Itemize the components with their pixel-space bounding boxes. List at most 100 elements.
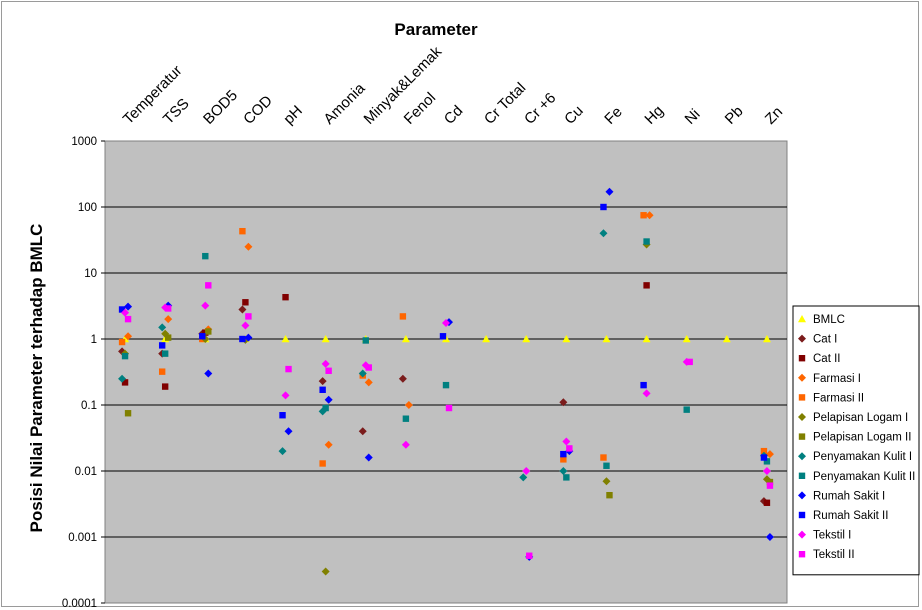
data-point-tekstil-ii — [566, 445, 573, 452]
data-point-tekstil-i — [522, 467, 531, 475]
data-point-rumah-sakit-ii — [640, 381, 647, 389]
data-point-tekstil-ii — [445, 404, 453, 412]
y-tick-label: 1 — [91, 334, 97, 346]
data-point-pelapisan-logam-ii — [606, 491, 613, 499]
legend-marker — [798, 452, 806, 461]
data-point-cat-ii — [282, 293, 289, 301]
data-point-tekstil-i — [201, 301, 210, 310]
data-point-penyamakan-kulit-ii — [763, 458, 771, 465]
category-label: Cr +6 — [521, 90, 559, 128]
data-point-rumah-sakit-i — [324, 395, 333, 404]
data-point-farmasi-ii — [158, 368, 166, 375]
data-point-cat-i — [398, 374, 407, 383]
data-point-penyamakan-kulit-i — [118, 374, 127, 383]
data-point-farmasi-i — [765, 450, 774, 459]
y-tick-label: 0.001 — [68, 532, 97, 544]
legend-marker — [798, 472, 806, 479]
data-point-rumah-sakit-ii — [279, 412, 286, 419]
legend-entry: BMLC — [813, 314, 845, 326]
data-point-farmasi-ii — [319, 460, 326, 467]
data-point-rumah-sakit-ii — [600, 203, 607, 211]
legend-entry: Rumah Sakit II — [813, 510, 888, 522]
data-point-tekstil-ii — [124, 315, 132, 323]
data-point-penyamakan-kulit-ii — [603, 462, 610, 469]
category-label: Cr Total — [481, 79, 529, 127]
legend-entry: Pelapisan Logam I — [813, 412, 908, 424]
data-point-bmlc — [482, 335, 491, 343]
data-point-cat-ii — [763, 499, 771, 506]
category-label: Pb — [722, 103, 747, 128]
data-point-farmasi-ii — [239, 227, 246, 235]
category-label: BOD5 — [200, 87, 241, 128]
data-point-rumah-sakit-i — [124, 302, 133, 311]
data-point-tekstil-ii — [686, 358, 693, 366]
data-point-cat-ii — [161, 383, 169, 390]
legend-entry: Cat II — [813, 353, 840, 365]
legend-box — [792, 305, 920, 576]
category-label: pH — [280, 102, 306, 128]
data-point-pelapisan-logam-ii — [124, 410, 132, 417]
data-point-bmlc — [562, 335, 571, 343]
data-point-cat-i — [358, 427, 367, 436]
data-point-penyamakan-kulit-ii — [563, 474, 570, 481]
data-point-penyamakan-kulit-ii — [643, 238, 650, 245]
data-point-farmasi-ii — [399, 313, 407, 320]
data-point-bmlc — [321, 335, 330, 343]
data-point-rumah-sakit-ii — [239, 335, 246, 343]
data-point-rumah-sakit-ii — [760, 454, 768, 461]
y-tick-label: 10 — [84, 268, 97, 280]
legend-entry: Pelapisan Logam II — [813, 432, 911, 444]
data-point-tekstil-ii — [766, 482, 774, 489]
data-point-tekstil-i — [321, 359, 330, 368]
category-label: Zn — [762, 103, 786, 127]
legend: BMLC Cat I Cat II Farmasi I Farmasi II Pelapi… — [792, 305, 920, 576]
data-point-farmasi-ii — [118, 338, 126, 346]
data-point-rumah-sakit-ii — [560, 450, 567, 458]
category-label: Cd — [441, 102, 467, 128]
data-point-farmasi-ii — [600, 454, 607, 461]
y-tick-label: 0.01 — [75, 466, 97, 478]
chart-title: Parameter — [394, 20, 478, 39]
data-point-tekstil-ii — [285, 365, 292, 373]
category-label: Ni — [682, 106, 704, 128]
data-point-tekstil-i — [562, 437, 571, 446]
data-point-tekstil-i — [642, 389, 651, 398]
legend-marker — [798, 334, 806, 343]
legend-marker — [798, 551, 806, 558]
data-point-farmasi-ii — [560, 456, 567, 463]
data-point-tekstil-i — [762, 467, 771, 475]
data-point-penyamakan-kulit-ii — [322, 404, 329, 412]
legend-marker — [798, 413, 806, 421]
data-point-penyamakan-kulit-ii — [121, 352, 129, 360]
legend-marker — [798, 433, 806, 440]
plot-area: 10001001010.10.010.0010.0001TemperaturTS… — [62, 43, 788, 610]
category-label: Cu — [561, 102, 587, 128]
data-point-farmasi-ii — [640, 212, 647, 219]
legend-marker — [798, 394, 806, 401]
data-point-rumah-sakit-ii — [439, 333, 447, 340]
data-point-tekstil-ii — [205, 282, 212, 289]
y-tick-label: 100 — [78, 202, 97, 214]
data-point-farmasi-i — [364, 378, 373, 387]
data-point-tekstil-i — [281, 391, 290, 400]
data-point-penyamakan-kulit-i — [599, 229, 608, 238]
data-point-cat-ii — [643, 282, 650, 289]
data-point-pelapisan-logam-ii — [164, 334, 172, 341]
legend-entry: Penyamakan Kulit I — [813, 451, 912, 463]
legend-entry: Farmasi II — [813, 392, 864, 404]
data-point-penyamakan-kulit-ii — [442, 381, 450, 389]
category-label: COD — [240, 92, 276, 128]
data-point-tekstil-ii — [365, 364, 372, 371]
data-point-bmlc — [762, 335, 771, 343]
data-point-farmasi-i — [124, 332, 133, 341]
category-label: TSS — [160, 95, 193, 128]
data-point-rumah-sakit-ii — [319, 386, 326, 393]
data-point-penyamakan-kulit-i — [358, 369, 367, 378]
plot-background — [104, 140, 788, 604]
data-point-rumah-sakit-i — [204, 369, 213, 378]
legend-entry: Farmasi I — [813, 373, 861, 385]
legend-entry: Tekstil II — [813, 549, 855, 561]
data-point-farmasi-i — [645, 211, 654, 220]
data-point-tekstil-i — [401, 440, 410, 449]
